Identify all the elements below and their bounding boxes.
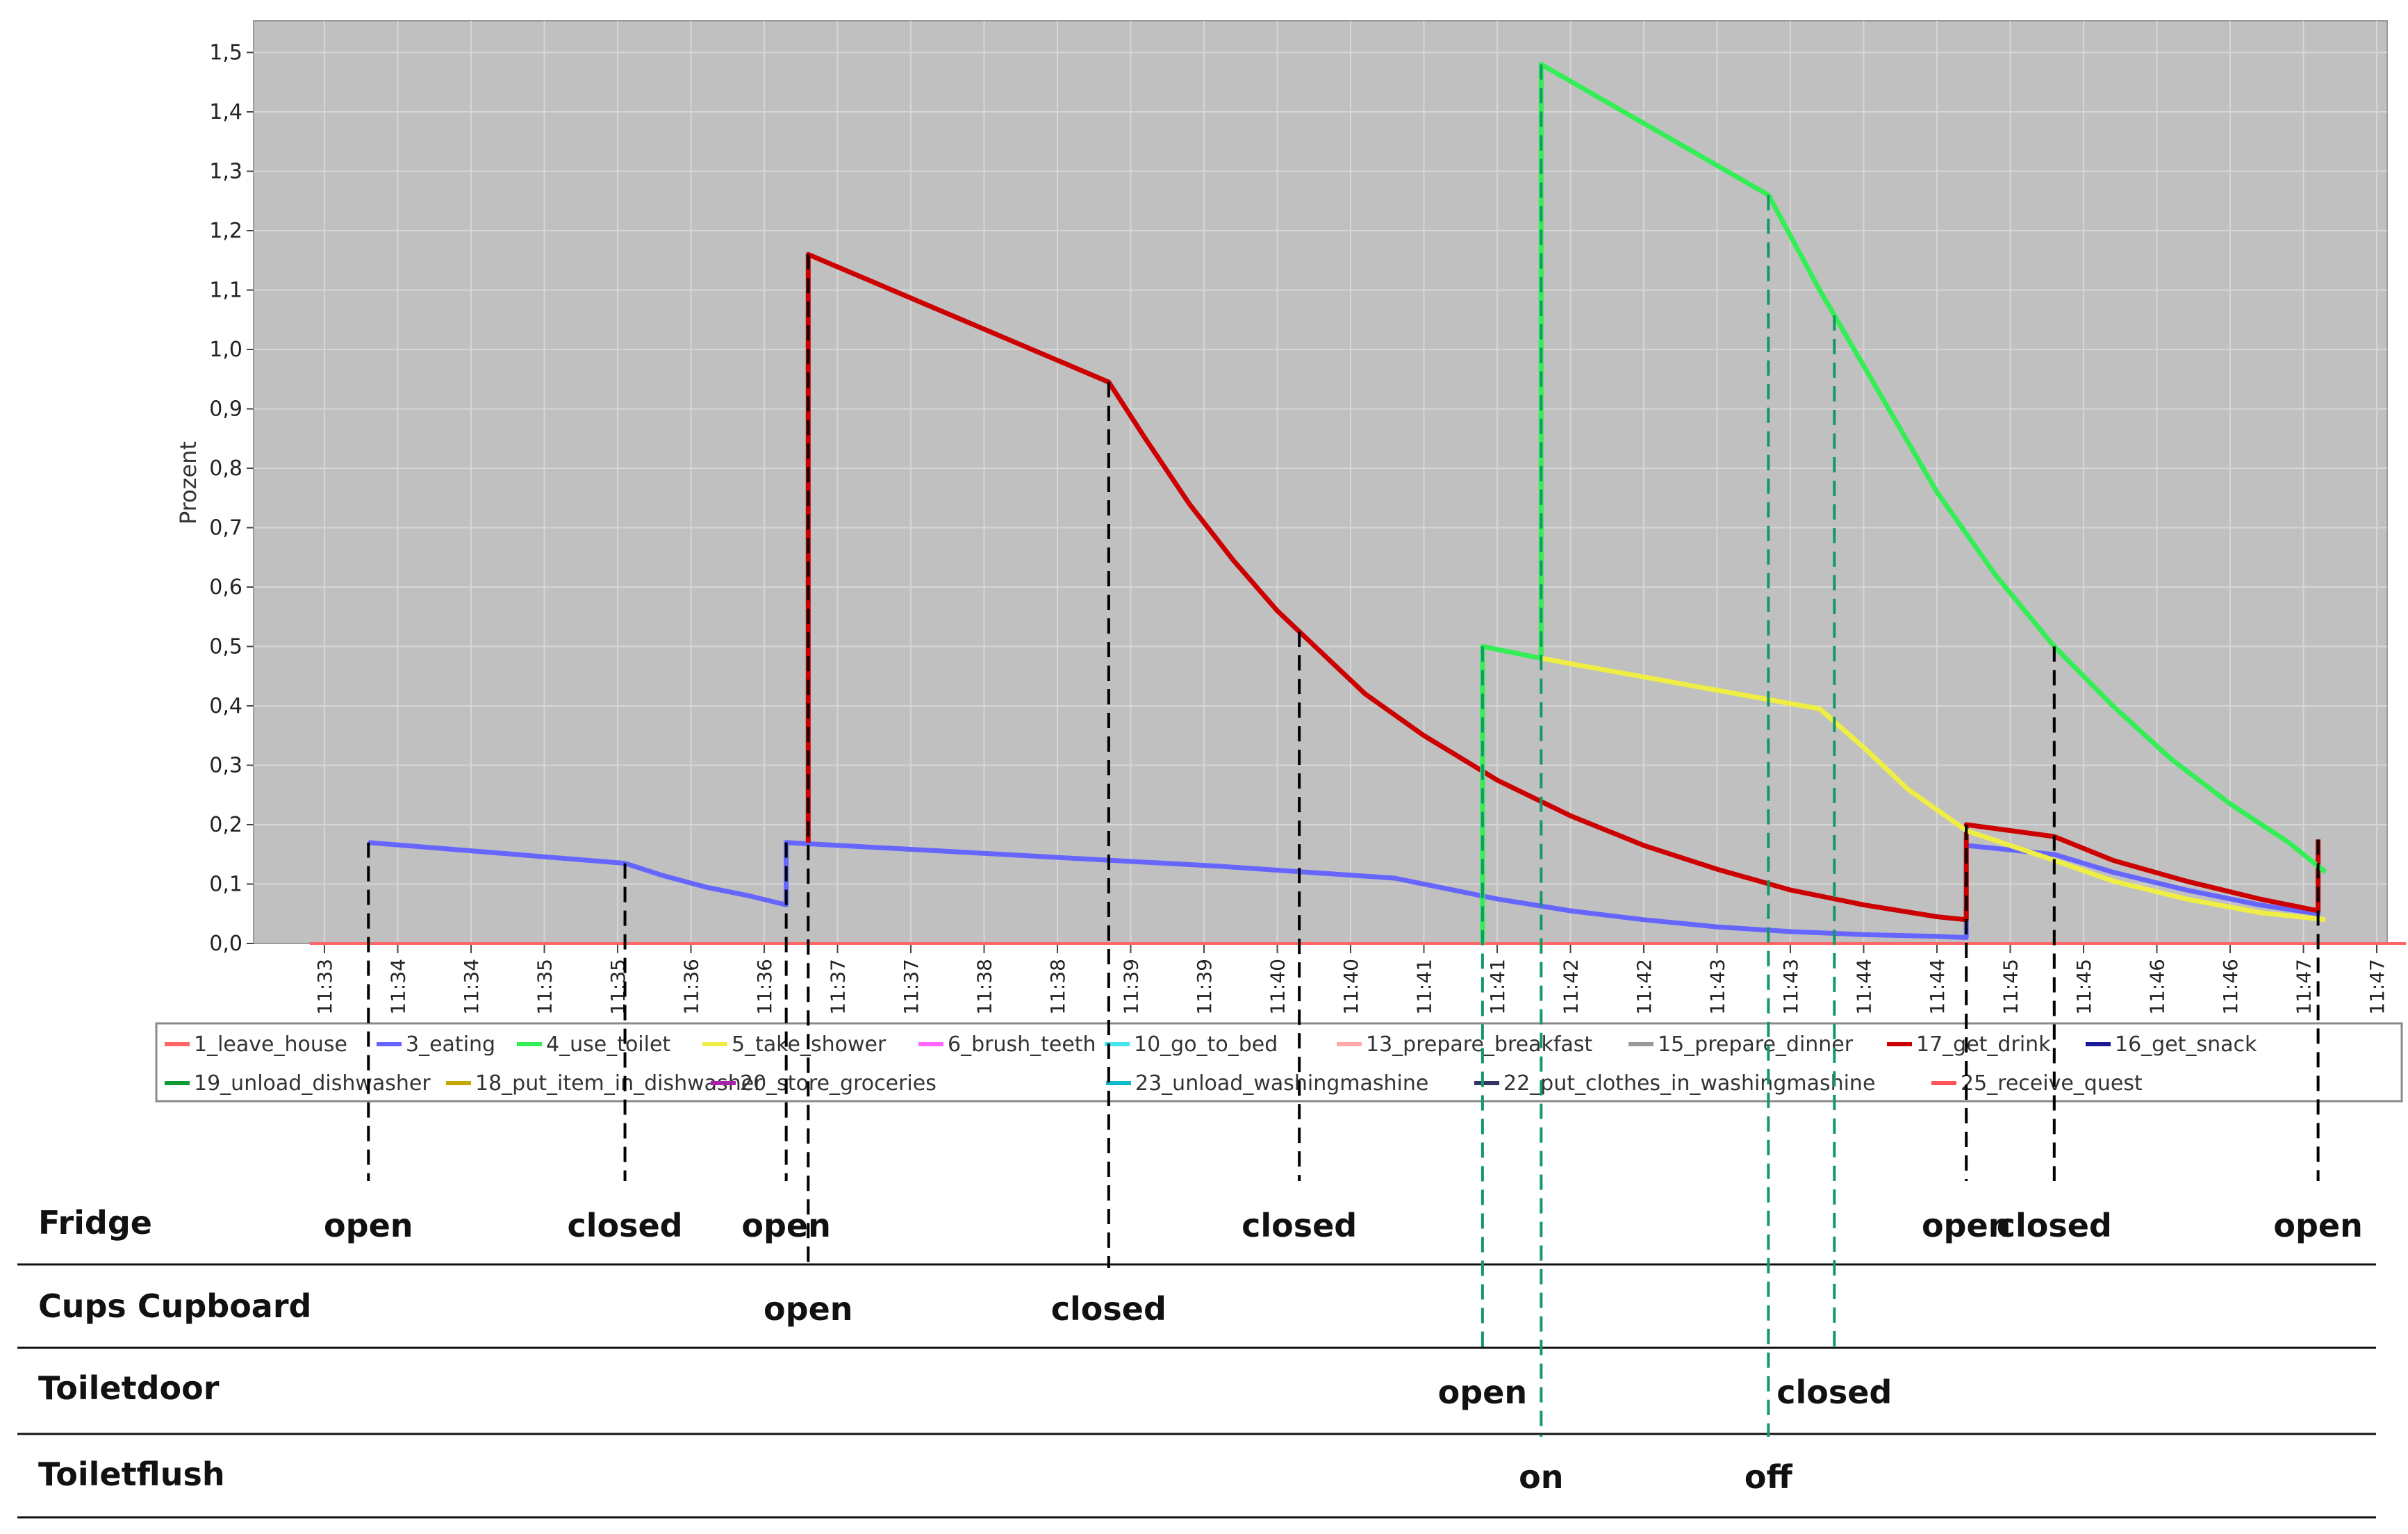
x-tick-label: 11:46 [2146, 959, 2169, 1015]
y-axis: 0,0 0,1 0,2 0,3 0,4 0,5 0,6 0,7 0,8 0,9 1,0 1,1 1,2 1… [209, 41, 254, 956]
legend-entry: 10_go_to_bed [1134, 1032, 1278, 1057]
x-tick-label: 11:42 [1560, 959, 1583, 1015]
x-axis: 11:33 11:34 11:34 11:35 11:35 11:36 11:36 11:37… [313, 943, 2389, 1015]
x-tick-label: 11:36 [680, 959, 703, 1015]
y-tick-label: 0,7 [209, 516, 242, 541]
legend-entry: 6_brush_teeth [948, 1032, 1096, 1057]
y-tick-label: 1,2 [209, 219, 242, 243]
event-label: closed [1051, 1290, 1166, 1328]
y-tick-label: 0,4 [209, 694, 242, 718]
event-label: open [324, 1207, 413, 1244]
x-tick-label: 11:45 [2072, 959, 2095, 1015]
y-tick-label: 0,8 [209, 456, 242, 481]
legend-entry: 20_store_groceries [740, 1071, 937, 1096]
series-line-5-take-shower [1540, 656, 2326, 923]
x-tick-label: 11:45 [1999, 959, 2022, 1015]
x-tick-label: 11:33 [313, 959, 336, 1015]
event-label: closed [1242, 1207, 1357, 1244]
y-tick-label: 1,0 [209, 338, 242, 362]
y-tick-label: 0,3 [209, 754, 242, 778]
event-label: open [741, 1207, 830, 1244]
x-tick-label: 11:44 [1853, 959, 1876, 1015]
series-line-17-get-drink [805, 251, 2321, 923]
x-tick-label: 11:34 [387, 959, 410, 1015]
x-tick-label: 11:35 [534, 959, 556, 1015]
event-label: open [764, 1290, 852, 1328]
x-tick-label: 11:40 [1339, 959, 1362, 1015]
event-label: off [1745, 1458, 1793, 1496]
x-tick-label: 11:46 [2219, 959, 2242, 1015]
x-tick-label: 11:47 [2293, 959, 2316, 1015]
plot-background [253, 20, 2388, 944]
legend-entry: 23_unload_washingmashine [1135, 1071, 1428, 1096]
y-tick-label: 0,6 [209, 575, 242, 600]
y-axis-label: Prozent [175, 441, 201, 525]
series-line-3-eating [368, 840, 2321, 940]
legend: 1_leave_house 3_eating 4_use_toilet 5_take_… [155, 1022, 2403, 1103]
x-tick-label: 11:38 [973, 959, 996, 1015]
legend-entry: 17_get_drink [1916, 1032, 2051, 1057]
row-label-cups-cupboard: Cups Cupboard [38, 1287, 311, 1325]
x-tick-label: 11:39 [1193, 959, 1216, 1015]
legend-box [155, 1022, 2403, 1103]
y-tick-label: 0,9 [209, 397, 242, 422]
grid [254, 21, 2387, 943]
row-label-toiletdoor: Toiletdoor [38, 1369, 220, 1407]
legend-entry: 3_eating [406, 1032, 495, 1057]
legend-entry: 15_prepare_dinner [1658, 1032, 1854, 1057]
legend-entry: 25_receive_quest [1961, 1071, 2143, 1096]
y-tick-label: 0,5 [209, 635, 242, 659]
legend-entry: 13_prepare_breakfast [1366, 1032, 1592, 1057]
legend-entry: 22_put_clothes_in_washingmashine [1503, 1071, 1875, 1096]
legend-entry: 19_unload_dishwasher [194, 1071, 431, 1096]
x-tick-label: 11:39 [1120, 959, 1143, 1015]
event-label: open [1438, 1374, 1527, 1411]
y-tick-label: 1,5 [209, 41, 242, 65]
y-tick-label: 0,2 [209, 813, 242, 837]
x-tick-label: 11:41 [1486, 959, 1509, 1015]
legend-entry: 16_get_snack [2115, 1032, 2257, 1057]
x-tick-label: 11:44 [1926, 959, 1949, 1015]
x-tick-label: 11:40 [1267, 959, 1289, 1015]
event-label: closed [1776, 1374, 1892, 1411]
event-label: closed [567, 1207, 682, 1244]
x-tick-label: 11:34 [460, 959, 483, 1015]
x-tick-label: 11:37 [900, 959, 923, 1015]
x-tick-label: 11:43 [1706, 959, 1729, 1015]
row-label-toiletflush: Toiletflush [38, 1455, 225, 1493]
event-label: open [1922, 1207, 2011, 1244]
x-tick-label: 11:41 [1413, 959, 1436, 1015]
event-label: on [1519, 1458, 1563, 1496]
event-label: open [2273, 1207, 2362, 1244]
x-tick-label: 11:43 [1779, 959, 1802, 1015]
y-tick-label: 1,1 [209, 279, 242, 303]
x-tick-label: 11:42 [1633, 959, 1656, 1015]
x-tick-label: 11:47 [2366, 959, 2389, 1015]
event-timeline: Fridge Cups Cupboard Toiletdoor Toiletfl… [17, 64, 2376, 1519]
row-label-fridge: Fridge [38, 1204, 152, 1242]
y-tick-label: 0,1 [209, 873, 242, 897]
event-label: closed [1997, 1207, 2112, 1244]
x-tick-label: 11:38 [1046, 959, 1069, 1015]
series-line-4-use-toilet [1480, 62, 2327, 943]
x-tick-label: 11:37 [827, 959, 850, 1015]
legend-entry: 1_leave_house [194, 1032, 347, 1057]
legend-entry: 4_use_toilet [546, 1032, 670, 1057]
x-tick-label: 11:36 [753, 959, 776, 1015]
y-tick-label: 1,4 [209, 100, 242, 124]
y-tick-label: 1,3 [209, 160, 242, 184]
y-tick-label: 0,0 [209, 932, 242, 956]
series-layer [309, 62, 2407, 945]
